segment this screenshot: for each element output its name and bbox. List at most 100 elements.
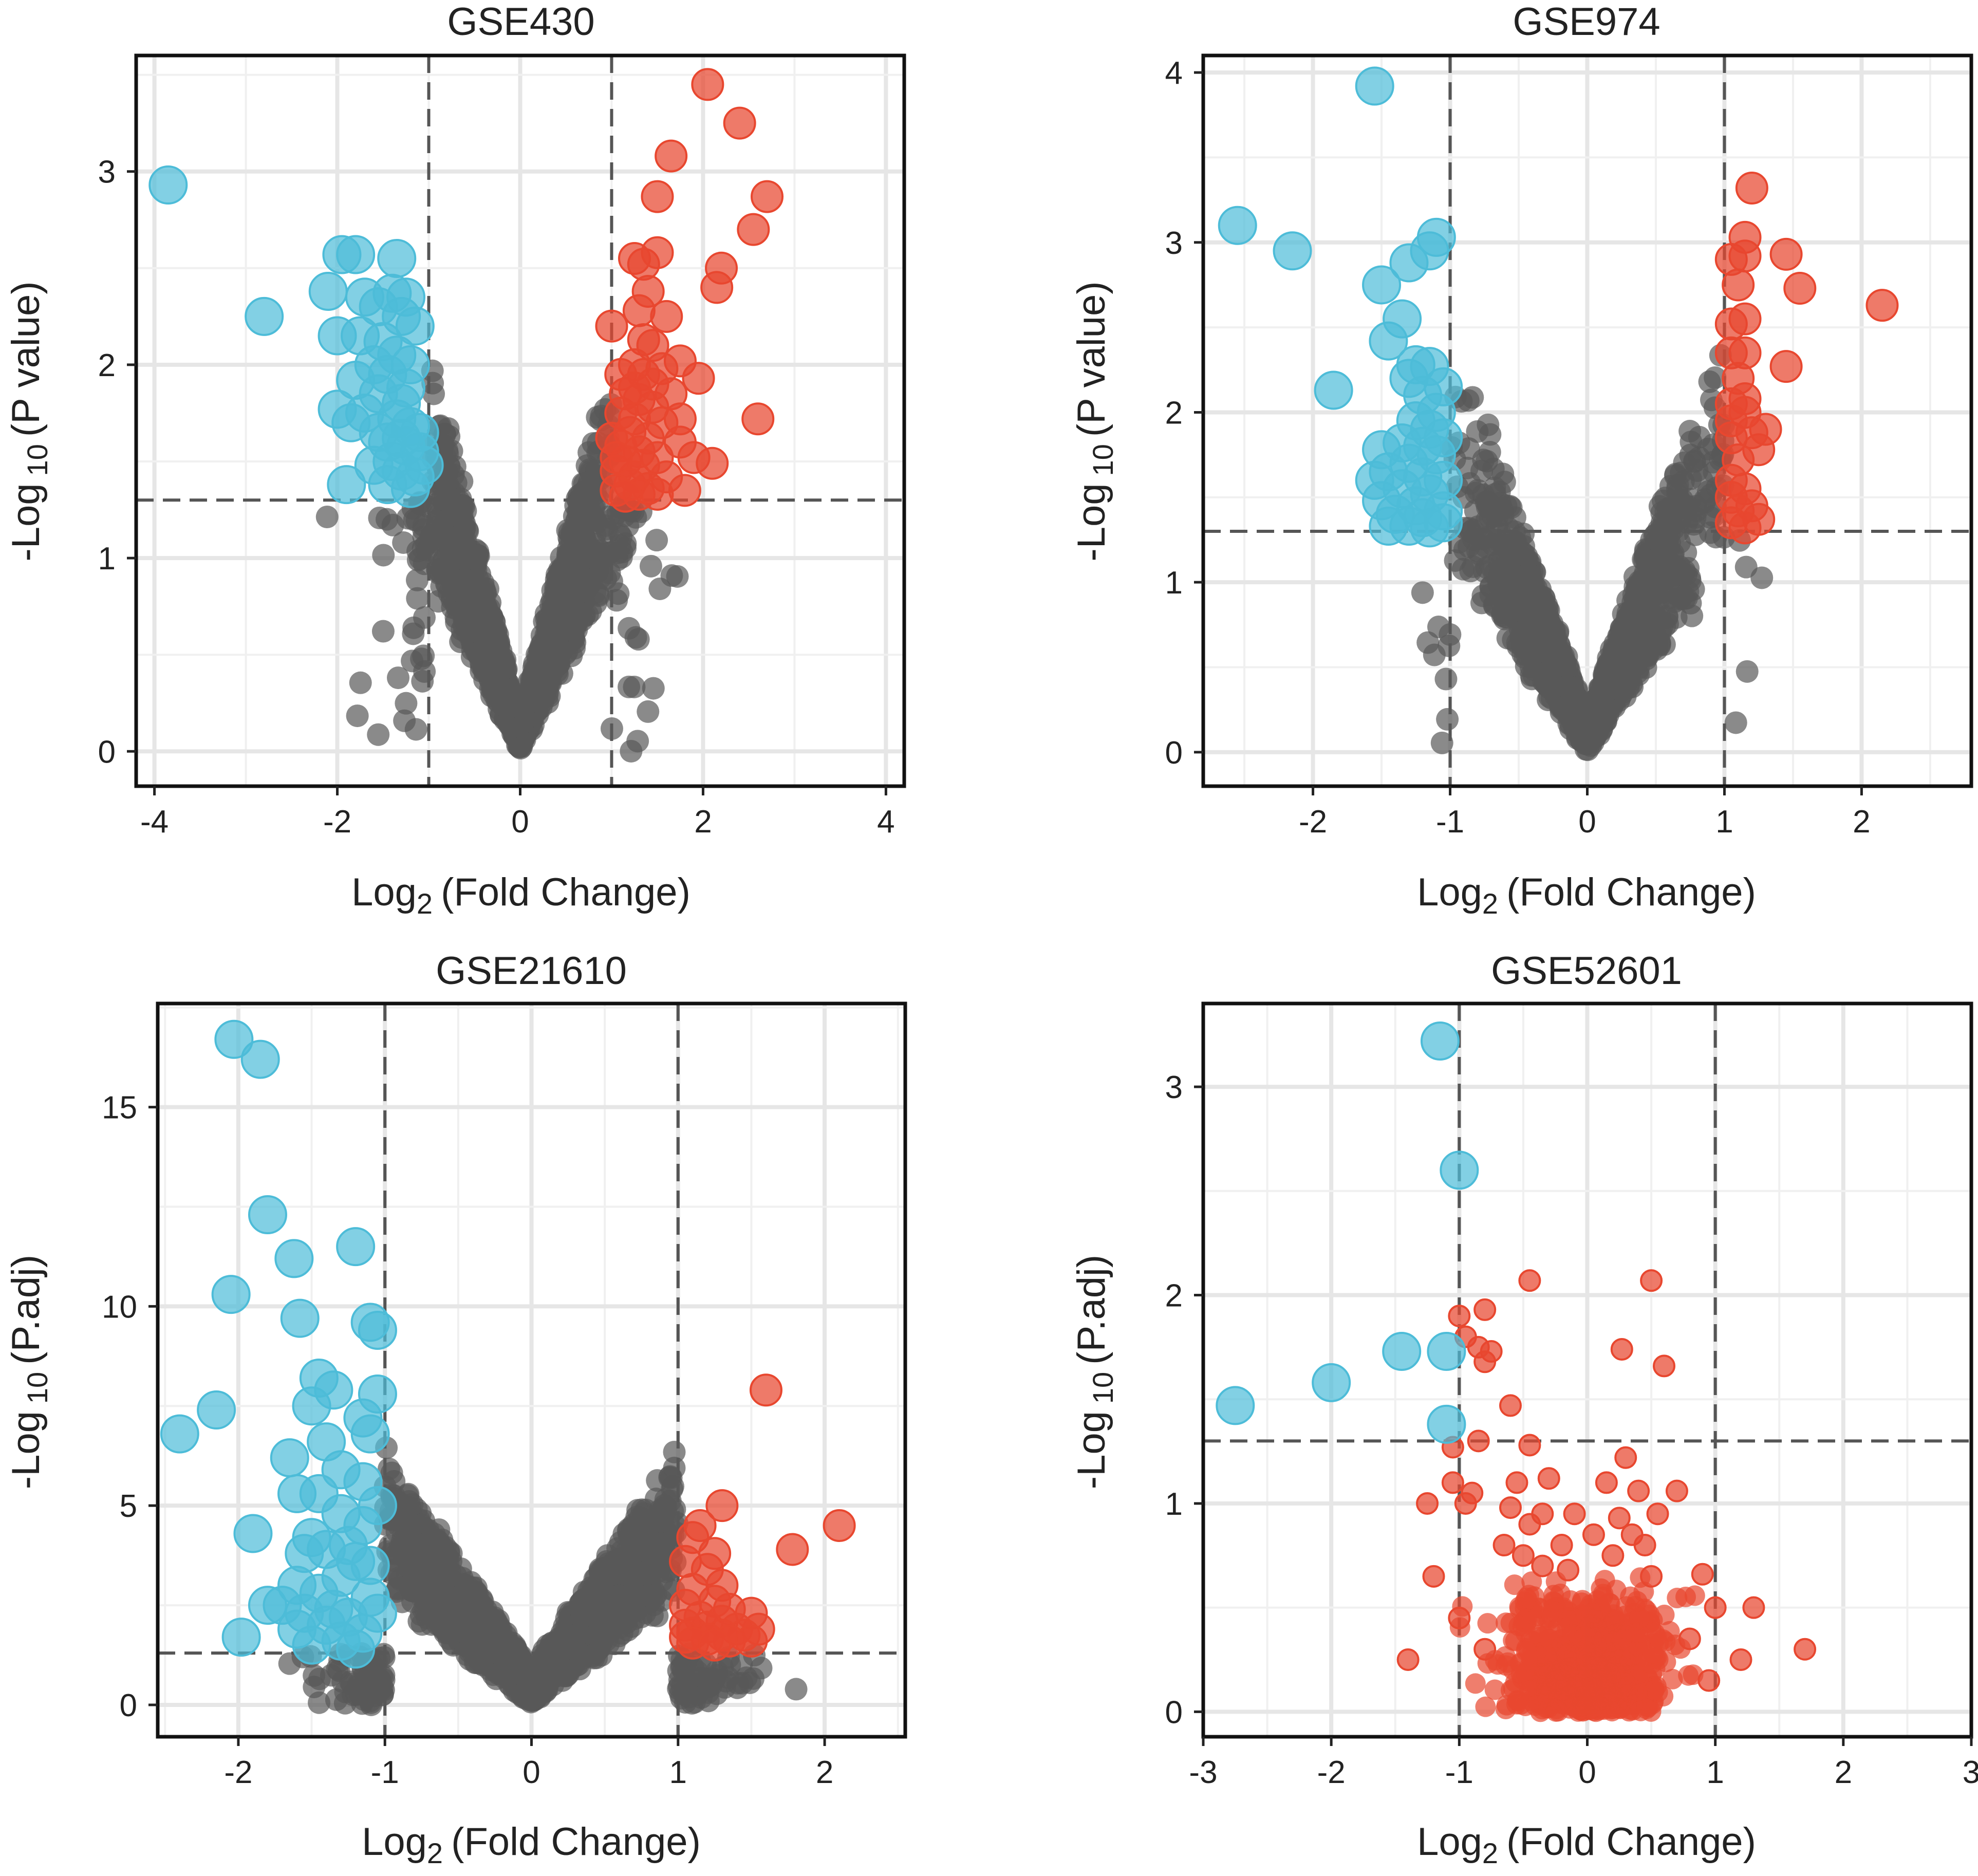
ns-gene-point (1610, 626, 1633, 649)
ns-gene-point (392, 531, 415, 554)
upregulated-gene-point (741, 402, 775, 436)
ns-gene-point (521, 674, 545, 697)
ns-gene-point (1496, 606, 1519, 629)
upregulated-gene-point (1722, 268, 1755, 302)
upregulated-gene-point (618, 372, 651, 405)
ns-gene-point (571, 516, 594, 539)
x-tick-label: 2 (694, 804, 712, 840)
upregulated-gene-point (655, 139, 688, 173)
ns-gene-point (564, 613, 587, 636)
ns-gene-point (532, 652, 555, 675)
upregulated-gene-point (751, 180, 784, 213)
downregulated-gene-point (395, 306, 435, 346)
upregulated-gene-point (1728, 302, 1762, 336)
ns-gene-point (1724, 711, 1747, 734)
ns-gene-point (445, 533, 468, 556)
ns-gene-point (1621, 675, 1644, 698)
y-axis-label: -Log10(P value) (1070, 281, 1119, 561)
threshold-lines (1203, 55, 1971, 786)
y-tick-label: 2 (1165, 395, 1183, 431)
ns-gene-point (1736, 660, 1759, 683)
ns-gene-point (448, 504, 471, 527)
ns-gene-point (372, 544, 395, 567)
ns-gene-point (644, 1583, 667, 1606)
downregulated-gene-point (148, 165, 188, 205)
downregulated-gene-point (336, 235, 376, 274)
x-tick-label: 0 (511, 804, 529, 840)
ns-gene-point (600, 717, 623, 740)
ns-gene-point (1647, 518, 1670, 542)
ns-gene-point (618, 675, 641, 698)
ns-gene-point (661, 1475, 684, 1498)
panel-title: GSE430 (447, 0, 594, 44)
ns-gene-point (562, 595, 585, 618)
ns-gene-point (1655, 604, 1678, 627)
upregulated-gene-point (668, 474, 701, 507)
ns-gene-point (1434, 667, 1458, 691)
ns-gene-point (1477, 413, 1500, 436)
upregulated-gene-point (737, 213, 770, 246)
upregulated-gene-point (641, 477, 674, 511)
ns-gene-point (1518, 586, 1541, 609)
ns-gene-point (1750, 566, 1774, 589)
panel-title: GSE974 (1513, 0, 1660, 44)
ns-gene-point (610, 546, 633, 569)
upregulated-gene-point (622, 294, 656, 327)
ns-gene-point (592, 542, 615, 565)
ns-gene-point (639, 554, 662, 578)
upregulated-gene-point (641, 180, 674, 213)
upregulated-gene-point (1769, 350, 1803, 383)
x-tick-label: 1 (1715, 804, 1733, 840)
upregulated-gene-point (1749, 413, 1782, 446)
downregulated-gene-point (245, 296, 284, 336)
threshold-lines (136, 55, 904, 786)
ns-gene-point (413, 660, 436, 683)
ns-gene-point (577, 471, 601, 494)
x-tick-label: 2 (1853, 804, 1870, 840)
ns-gene-point (1439, 623, 1462, 646)
upregulated-gene-point (1714, 404, 1748, 437)
ns-gene-point (1411, 581, 1434, 604)
x-axis-label: Log2 (Fold Change) (351, 870, 691, 920)
x-tick-label: -2 (323, 804, 351, 840)
y-tick-label: 3 (1165, 226, 1183, 261)
y-tick-label: 1 (1165, 565, 1183, 601)
grid (158, 1004, 905, 1737)
upregulated-gene-point (691, 68, 724, 101)
ns-gene-point (1644, 624, 1667, 647)
ns-gene-point (1565, 687, 1589, 710)
ns-gene-point (430, 558, 453, 581)
ns-gene-point (434, 485, 457, 508)
y-tick-label: 0 (1165, 735, 1183, 771)
ns-gene-point (637, 700, 660, 723)
ns-gene-point (1679, 467, 1702, 490)
downregulated-gene-point (331, 403, 371, 442)
grid (1203, 55, 1971, 786)
downregulated-gene-point (318, 316, 357, 356)
ns-gene-point (546, 629, 569, 653)
downregulated-gene-point (382, 418, 421, 458)
upregulated-gene-point (600, 441, 633, 474)
downregulated-gene-point (1369, 507, 1408, 546)
x-tick-label: -4 (140, 804, 169, 840)
upregulated-gene-point (1769, 237, 1803, 271)
downregulated-gene-point (1410, 508, 1449, 548)
ns-gene-point (482, 653, 506, 676)
ns-gene-point (663, 1440, 686, 1463)
ns-gene-point (1492, 534, 1516, 557)
ns-gene-point (645, 529, 668, 552)
ns-gene-point (1490, 569, 1514, 592)
ns-gene-point (785, 1678, 808, 1701)
ns-gene-point (584, 591, 607, 615)
upregulated-gene-point (1865, 289, 1899, 322)
downregulated-gene-point (1362, 265, 1402, 305)
ns-gene-point (1526, 640, 1550, 663)
ns-gene-point (381, 513, 404, 536)
ns-gene-point (402, 622, 425, 645)
y-axis-label: -Log10(P value) (4, 281, 53, 561)
y-tick-label: 1 (98, 541, 116, 577)
ns-gene-point (605, 589, 628, 612)
